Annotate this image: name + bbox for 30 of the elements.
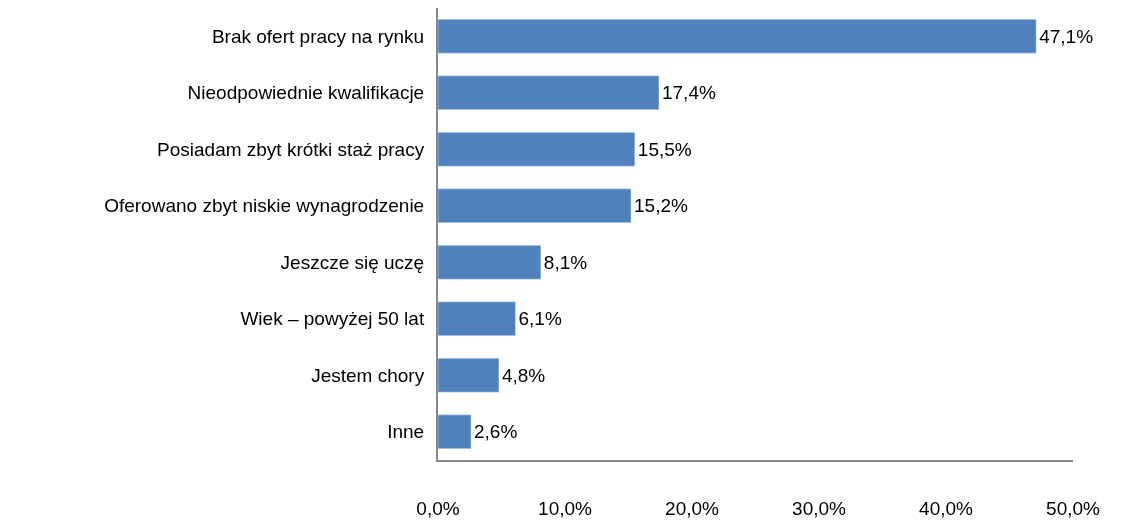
data-label: 47,1%	[1039, 25, 1094, 47]
bar	[438, 245, 542, 280]
data-label: 6,1%	[518, 308, 562, 330]
x-tick-label: 10,0%	[538, 497, 593, 519]
y-tick-label: Jestem chory	[311, 364, 425, 386]
x-tick-label: 30,0%	[792, 497, 847, 519]
y-tick-label: Inne	[387, 421, 425, 443]
data-label: 2,6%	[474, 421, 518, 443]
bar	[438, 75, 660, 110]
y-tick-label: Jeszcze się uczę	[280, 251, 425, 273]
data-label: 15,5%	[637, 138, 692, 160]
bar	[438, 358, 500, 393]
data-label: 17,4%	[661, 82, 716, 104]
y-tick-label: Wiek – powyżej 50 lat	[240, 308, 425, 330]
bar	[438, 301, 516, 336]
bar	[438, 414, 472, 449]
x-tick-label: 50,0%	[1046, 497, 1101, 519]
x-tick-label: 40,0%	[919, 497, 974, 519]
y-tick-label: Nieodpowiednie kwalifikacje	[187, 82, 425, 104]
x-tick-label: 20,0%	[665, 497, 720, 519]
y-tick-label: Posiadam zbyt krótki staż pracy	[157, 138, 425, 160]
bar	[438, 188, 632, 223]
bar	[438, 132, 636, 167]
y-tick-label: Oferowano zbyt niskie wynagrodzenie	[104, 195, 425, 217]
data-label: 8,1%	[543, 251, 588, 273]
data-label: 4,8%	[501, 364, 546, 386]
x-tick-label: 0,0%	[416, 497, 460, 519]
y-tick-label: Brak ofert pracy na rynku	[211, 25, 425, 47]
bar	[438, 19, 1037, 54]
data-label: 15,2%	[634, 195, 689, 217]
